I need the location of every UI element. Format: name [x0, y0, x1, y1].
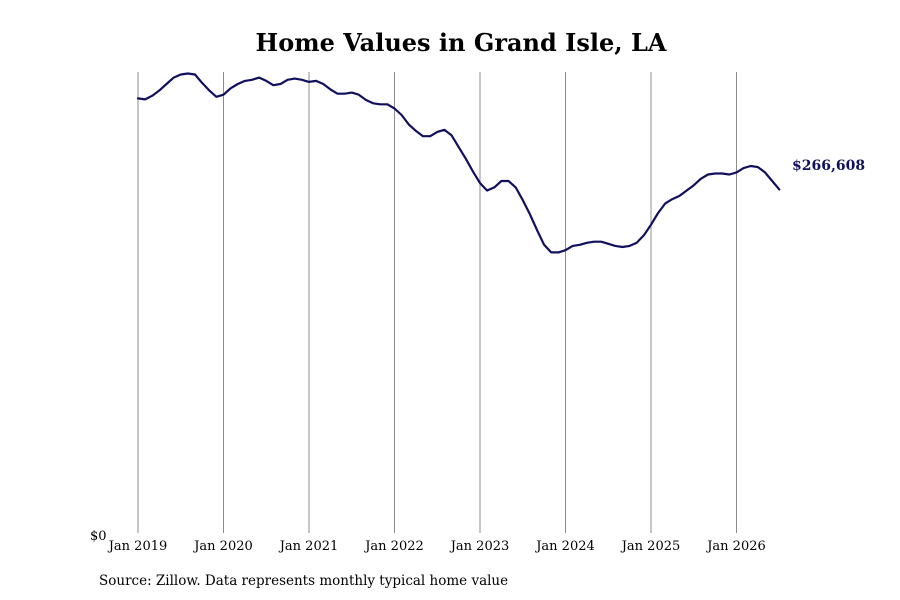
axis-labels: Jan 2019 Jan 2020 Jan 2021 Jan 2022 Jan 2023… [90, 158, 865, 554]
x-tick-label: Jan 2026 [705, 539, 766, 554]
end-value-label: $266,608 [792, 158, 865, 174]
x-tick-label: Jan 2024 [534, 539, 595, 554]
x-tick-label: Jan 2023 [449, 539, 510, 554]
chart-title: Home Values in Grand Isle, LA [255, 28, 667, 57]
grid-lines [137, 72, 737, 533]
x-tick-label: Jan 2021 [278, 539, 339, 554]
source-note: Source: Zillow. Data represents monthly … [99, 573, 509, 589]
x-tick-label: Jan 2025 [620, 539, 681, 554]
x-tick-label: Jan 2020 [192, 539, 253, 554]
x-tick-label: Jan 2022 [363, 539, 424, 554]
series-line [136, 72, 781, 254]
series-layer [136, 72, 781, 254]
x-tick-label: Jan 2019 [107, 539, 168, 554]
y-tick-label: $0 [90, 529, 107, 544]
